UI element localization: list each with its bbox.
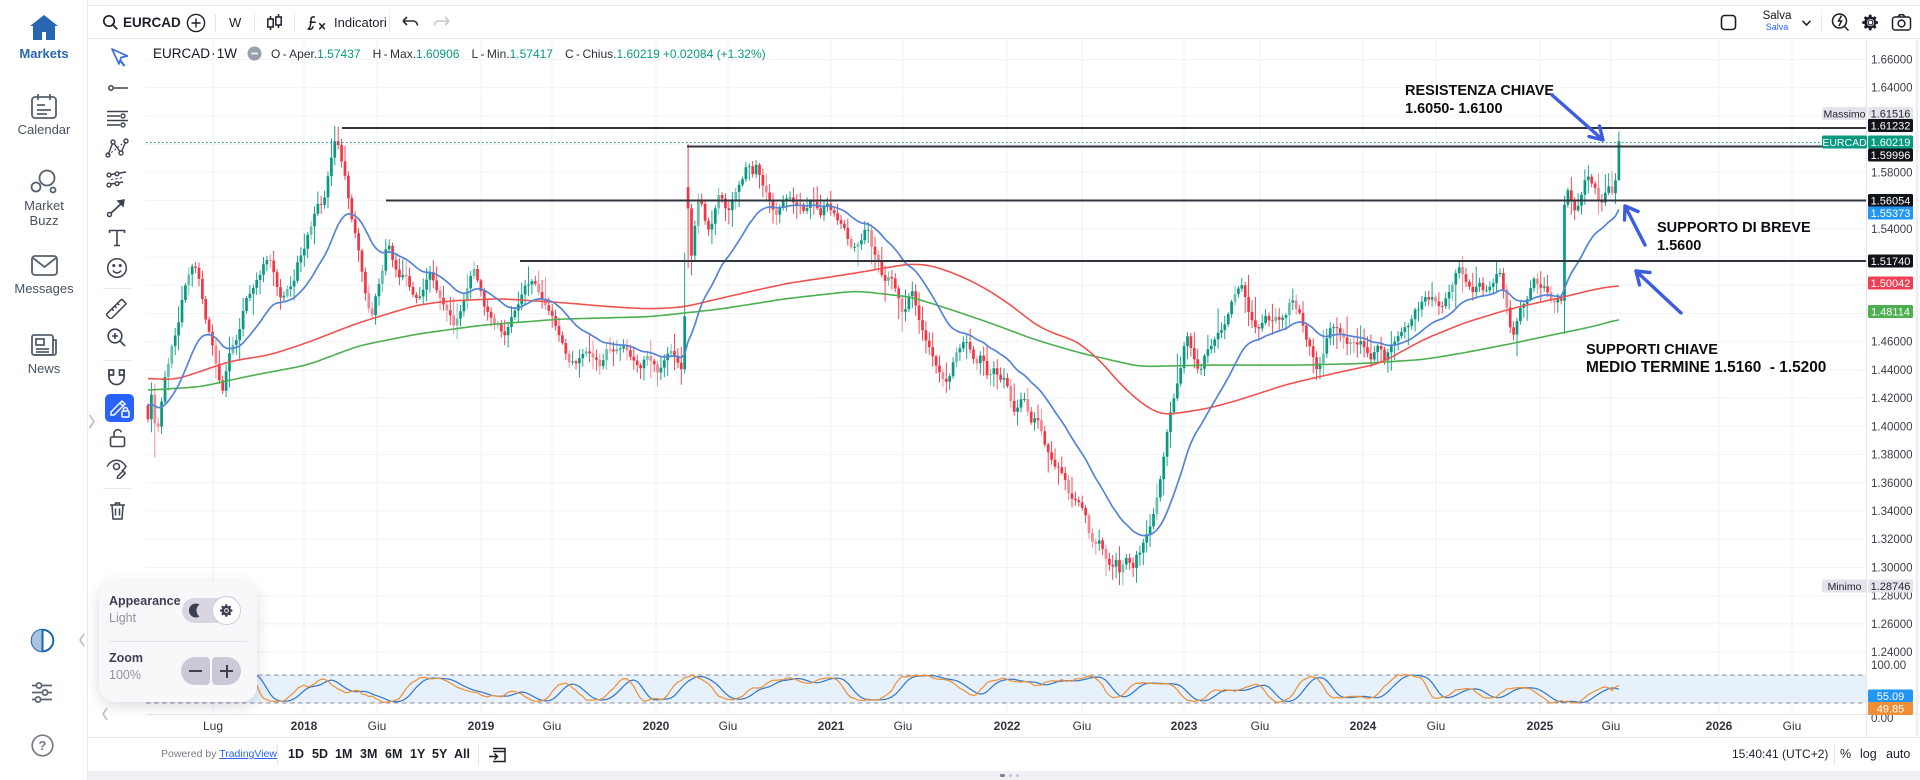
svg-text:Giu: Giu (543, 719, 562, 733)
svg-text:1.58000: 1.58000 (1871, 167, 1913, 179)
svg-text:Giu: Giu (368, 719, 387, 733)
svg-text:SUPPORTO DI BREVE: SUPPORTO DI BREVE (1657, 220, 1811, 236)
svg-text:SUPPORTI CHIAVE: SUPPORTI CHIAVE (1586, 342, 1718, 358)
svg-text:?: ? (39, 738, 47, 753)
svg-text:1.59996: 1.59996 (1871, 150, 1911, 162)
svg-text:Giu: Giu (1427, 719, 1446, 733)
svg-text:2018: 2018 (291, 719, 318, 733)
svg-text:Giu: Giu (1073, 719, 1092, 733)
svg-text:1.26000: 1.26000 (1871, 619, 1913, 631)
svg-text:100.00: 100.00 (1871, 660, 1906, 672)
svg-text:1.40000: 1.40000 (1871, 421, 1913, 433)
svg-text:1.36000: 1.36000 (1871, 478, 1913, 490)
svg-text:2024: 2024 (1350, 719, 1377, 733)
svg-text:55.09: 55.09 (1877, 691, 1905, 703)
svg-text:49.85: 49.85 (1877, 703, 1905, 715)
svg-text:MEDIO TERMINE 1.5160 - 1.5200: MEDIO TERMINE 1.5160 - 1.5200 (1586, 359, 1826, 376)
svg-text:2025: 2025 (1527, 719, 1554, 733)
svg-text:Giu: Giu (1251, 719, 1270, 733)
svg-text:Lug: Lug (203, 719, 223, 733)
svg-text:1.50042: 1.50042 (1871, 278, 1911, 290)
svg-text:2023: 2023 (1171, 719, 1198, 733)
svg-text:2021: 2021 (818, 719, 845, 733)
svg-text:1.61516: 1.61516 (1871, 108, 1911, 120)
svg-text:2022: 2022 (994, 719, 1021, 733)
svg-text:1.24000: 1.24000 (1871, 647, 1913, 659)
svg-text:1.54000: 1.54000 (1871, 224, 1913, 236)
svg-text:RESISTENZA CHIAVE: RESISTENZA CHIAVE (1405, 83, 1554, 99)
svg-text:1.38000: 1.38000 (1871, 450, 1913, 462)
svg-text:1.6050- 1.6100: 1.6050- 1.6100 (1405, 101, 1503, 117)
svg-text:Giu: Giu (1783, 719, 1802, 733)
svg-text:1.42000: 1.42000 (1871, 393, 1913, 405)
svg-text:0.00: 0.00 (1871, 713, 1893, 725)
svg-text:1.66000: 1.66000 (1871, 55, 1913, 67)
svg-text:1.28000: 1.28000 (1871, 591, 1913, 603)
svg-text:1.5600: 1.5600 (1657, 238, 1701, 254)
svg-text:Minimo: Minimo (1828, 581, 1862, 593)
svg-text:Massimo: Massimo (1823, 108, 1865, 120)
svg-text:EURCAD: EURCAD (1822, 137, 1867, 149)
svg-text:Giu: Giu (719, 719, 738, 733)
svg-text:1.64000: 1.64000 (1871, 83, 1913, 95)
svg-text:1.44000: 1.44000 (1871, 365, 1913, 377)
svg-text:1.60219: 1.60219 (1871, 137, 1911, 149)
svg-text:2026: 2026 (1706, 719, 1733, 733)
svg-text:1.46000: 1.46000 (1871, 337, 1913, 349)
svg-text:1.61232: 1.61232 (1871, 120, 1911, 132)
svg-text:1.34000: 1.34000 (1871, 506, 1913, 518)
svg-text:Giu: Giu (894, 719, 913, 733)
svg-text:1.56054: 1.56054 (1871, 195, 1911, 207)
svg-text:2019: 2019 (468, 719, 495, 733)
svg-text:Giu: Giu (1602, 719, 1621, 733)
svg-text:1.55373: 1.55373 (1871, 208, 1911, 220)
svg-text:1.48114: 1.48114 (1871, 306, 1910, 318)
svg-text:1.51740: 1.51740 (1871, 256, 1911, 268)
svg-text:1.30000: 1.30000 (1871, 563, 1913, 575)
svg-text:1.32000: 1.32000 (1871, 534, 1913, 546)
svg-text:2020: 2020 (643, 719, 670, 733)
svg-text:1.28746: 1.28746 (1871, 581, 1911, 593)
